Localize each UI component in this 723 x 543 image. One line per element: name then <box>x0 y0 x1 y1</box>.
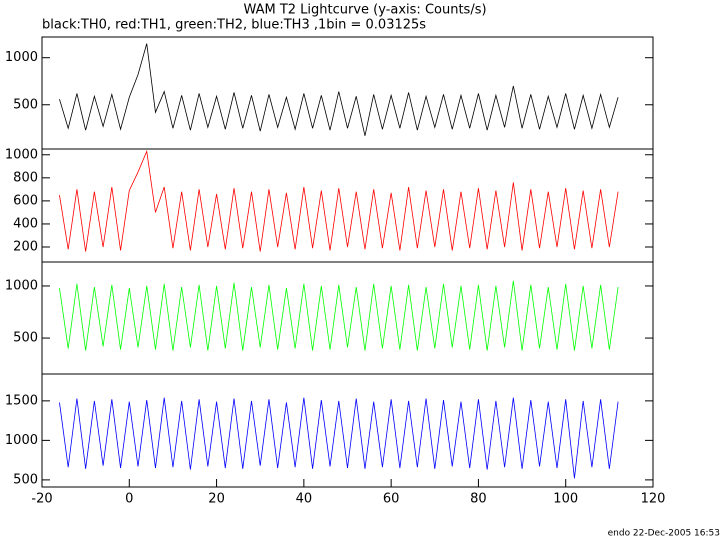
x-tick-label: 120 <box>641 492 666 507</box>
y-tick-label: 1000 <box>5 433 38 448</box>
light-curve <box>59 149 619 252</box>
light-curve <box>59 397 619 479</box>
x-tick-label: 100 <box>553 492 578 507</box>
y-tick-label: 400 <box>13 216 38 231</box>
y-tick-label: 200 <box>13 240 38 255</box>
x-tick-label: 80 <box>470 492 487 507</box>
panel-frame <box>41 36 654 150</box>
y-tick-label: 500 <box>13 472 38 487</box>
y-tick-label: 1000 <box>5 50 38 65</box>
x-tick-label: 20 <box>208 492 225 507</box>
light-curve <box>59 43 619 136</box>
y-tick-label: 500 <box>13 331 38 346</box>
y-tick-label: 500 <box>13 97 38 112</box>
chart-title: WAM T2 Lightcurve (y-axis: Counts/s) <box>243 3 486 18</box>
light-curve <box>59 280 619 351</box>
y-tick-label: 1000 <box>5 278 38 293</box>
y-tick-label: 800 <box>13 170 38 185</box>
y-tick-label: 1000 <box>5 147 38 162</box>
x-tick-label: 40 <box>296 492 313 507</box>
x-tick-label: 60 <box>383 492 400 507</box>
chart-subtitle: black:TH0, red:TH1, green:TH2, blue:TH3 … <box>42 18 426 33</box>
x-tick-label: -20 <box>31 492 52 507</box>
y-tick-label: 600 <box>13 193 38 208</box>
y-tick-label: 1500 <box>5 393 38 408</box>
panel-frame <box>41 373 654 488</box>
x-tick-label: 0 <box>125 492 133 507</box>
footer: endo 22-Dec-2005 16:53 <box>608 529 720 539</box>
